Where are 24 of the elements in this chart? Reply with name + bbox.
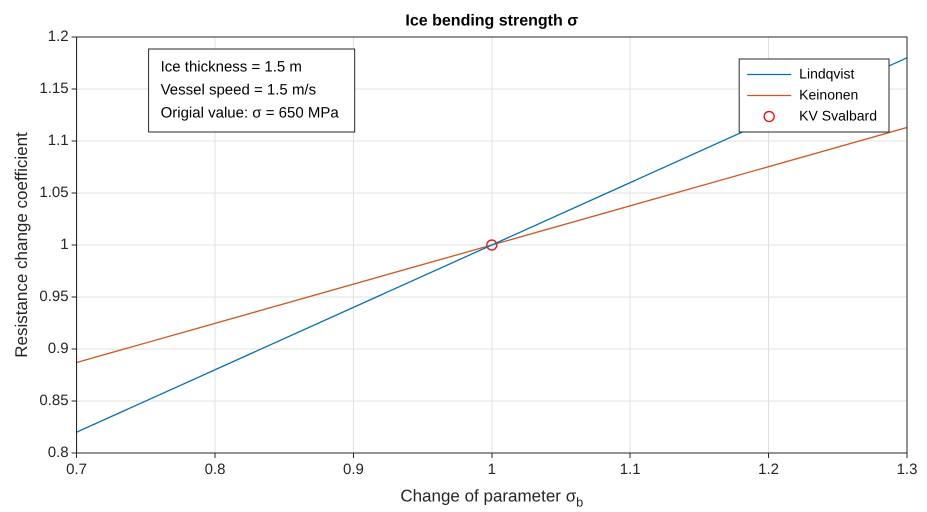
x-tick-label: 1.3 xyxy=(896,461,918,478)
annotation: Ice thickness = 1.5 m xyxy=(160,58,302,76)
x-tick-label: 1.2 xyxy=(758,461,780,478)
annotation: Origial value: σ = 650 MPa xyxy=(160,104,340,122)
y-tick-label: 1.15 xyxy=(39,80,69,98)
y-tick-label: 0.85 xyxy=(39,392,69,410)
y-tick-label: 1.2 xyxy=(48,28,69,46)
chart-title: Ice bending strength σ xyxy=(405,12,578,30)
x-tick-label: 1 xyxy=(488,461,496,478)
x-tick-label: 0.7 xyxy=(66,461,88,478)
y-tick-label: 1 xyxy=(60,236,69,254)
y-tick-label: 0.95 xyxy=(39,288,69,306)
y-tick-label: 0.8 xyxy=(48,444,69,462)
legend-label: KV Svalbard xyxy=(799,107,878,124)
x-tick-label: 1.1 xyxy=(620,461,641,478)
y-tick-label: 0.9 xyxy=(48,340,69,358)
legend-label: Keinonen xyxy=(799,86,858,102)
x-tick-label: 0.9 xyxy=(342,461,364,478)
y-tick-label: 1.1 xyxy=(48,132,69,150)
x-tick-label: 0.8 xyxy=(204,461,226,478)
legend-label: Lindqvist xyxy=(799,65,855,82)
y-axis-title: Resistance change coefficient xyxy=(12,132,31,358)
annotation: Vessel speed = 1.5 m/s xyxy=(160,82,316,99)
y-tick-label: 1.05 xyxy=(39,184,69,202)
